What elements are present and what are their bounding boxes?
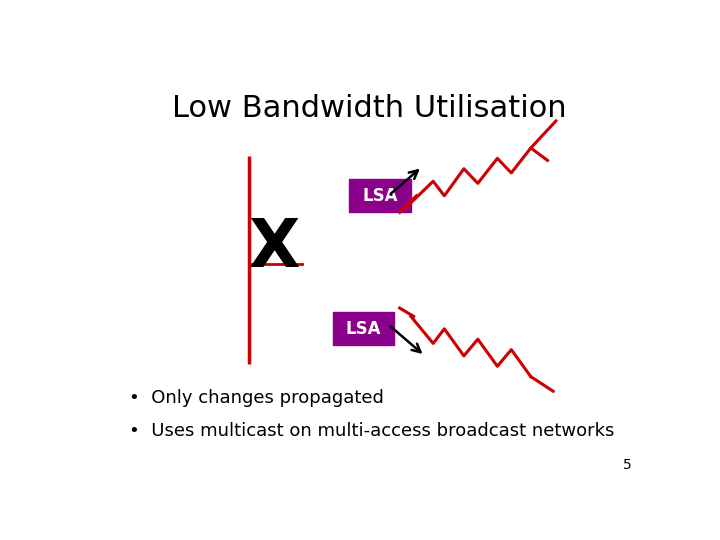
Text: LSA: LSA — [346, 320, 381, 338]
Text: LSA: LSA — [362, 187, 398, 205]
FancyBboxPatch shape — [333, 312, 394, 346]
Text: 5: 5 — [623, 458, 631, 472]
Text: Low Bandwidth Utilisation: Low Bandwidth Utilisation — [171, 94, 567, 123]
Text: X: X — [248, 215, 300, 281]
Text: •  Only changes propagated: • Only changes propagated — [129, 389, 384, 407]
FancyBboxPatch shape — [349, 179, 411, 212]
Text: •  Uses multicast on multi-access broadcast networks: • Uses multicast on multi-access broadca… — [129, 422, 614, 441]
